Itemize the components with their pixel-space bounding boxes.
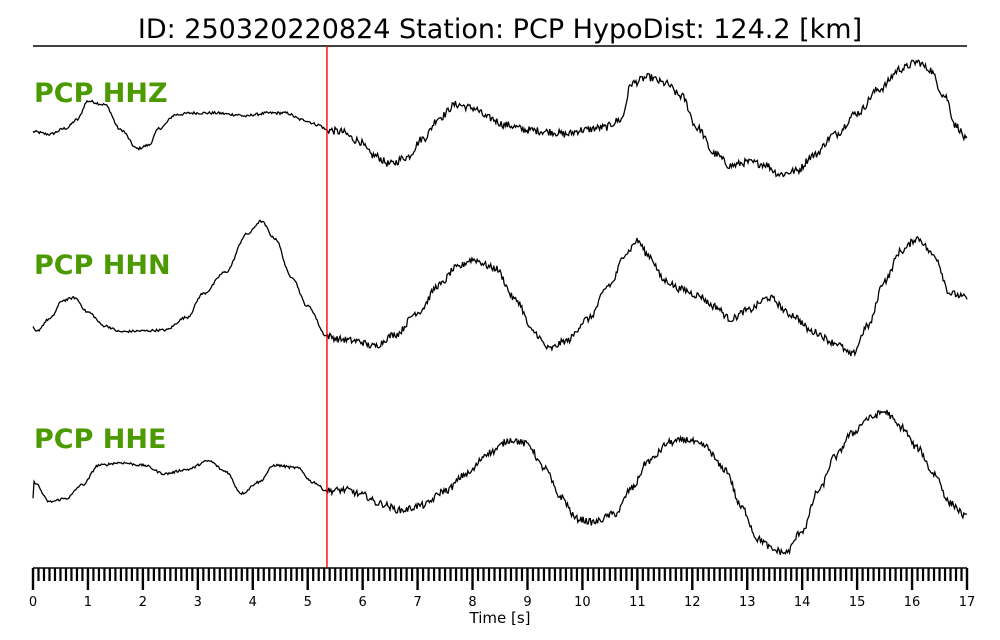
x-tick-label: 14	[794, 595, 811, 610]
x-tick-label: 6	[359, 595, 367, 610]
x-tick-label: 16	[904, 595, 921, 610]
x-tick-label: 2	[139, 595, 147, 610]
trace-line-hhe	[32, 409, 968, 556]
x-tick-label: 3	[194, 595, 202, 610]
trace-label-hhz: PCP HHZ	[34, 78, 168, 109]
trace-label-hhn: PCP HHN	[34, 250, 171, 281]
trace-line-hhn	[32, 219, 968, 357]
x-tick-label: 0	[29, 595, 37, 610]
x-tick-label: 8	[468, 595, 476, 610]
x-tick-label: 15	[849, 595, 866, 610]
x-tick-label: 1	[84, 595, 92, 610]
time-axis: 0 1 2 3 4 5 6 7 8 9 10 11 12 13 14 15 16 17	[29, 567, 976, 610]
x-axis-label: Time [s]	[469, 609, 531, 627]
trace-group	[32, 59, 968, 556]
trace-line-hhz	[32, 59, 968, 178]
trace-label-hhe: PCP HHE	[34, 424, 166, 455]
x-tick-label: 13	[739, 595, 756, 610]
x-tick-label: 11	[629, 595, 646, 610]
x-tick-label: 17	[959, 595, 976, 610]
trace-label-group: PCP HHZ PCP HHN PCP HHE	[34, 78, 171, 455]
x-tick-label: 9	[523, 595, 531, 610]
chart-title: ID: 250320220824 Station: PCP HypoDist: …	[138, 14, 862, 45]
x-tick-label: 12	[684, 595, 701, 610]
x-tick-label: 4	[249, 595, 257, 610]
x-tick-label: 10	[574, 595, 591, 610]
x-tick-label: 7	[413, 595, 421, 610]
x-tick-label: 5	[304, 595, 312, 610]
